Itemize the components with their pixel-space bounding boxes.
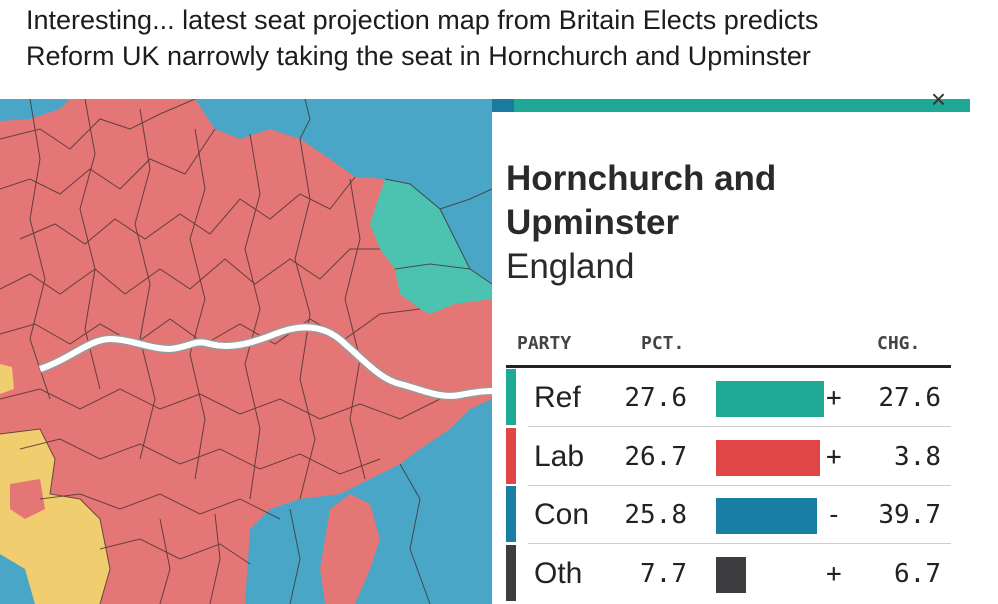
map-conservative-south — [245, 399, 492, 604]
party-chg-sign: + — [826, 383, 842, 413]
party-color-stripe — [506, 544, 516, 601]
party-pct-bar — [716, 498, 817, 534]
row-separator — [528, 543, 951, 544]
row-separator — [528, 426, 951, 427]
party-chg-sign: + — [826, 558, 842, 589]
result-row-lab: Lab 26.7 +3.8 — [506, 427, 951, 486]
party-name: Lab — [534, 439, 585, 473]
caption-line-2: Reform UK narrowly taking the seat in Ho… — [26, 41, 811, 71]
post-caption: Interesting... latest seat projection ma… — [26, 2, 986, 74]
party-chg-value: 6.7 — [894, 558, 941, 589]
map-labour-south-wedge — [320, 494, 380, 604]
party-name: Ref — [534, 381, 581, 414]
party-pct: 7.7 — [640, 558, 687, 589]
map-libdem-southwest — [0, 429, 110, 604]
seat-info-panel: × Hornchurch and Upminster England PARTY… — [492, 86, 998, 604]
result-row-ref: Ref 27.6 +27.6 — [506, 369, 951, 427]
party-color-stripe — [506, 486, 516, 542]
party-pct: 26.7 — [624, 441, 687, 472]
party-color-stripe — [506, 427, 516, 484]
london-constituency-map[interactable] — [0, 99, 492, 604]
party-pct-bar — [716, 439, 821, 476]
result-row-con: Con 25.8 - 39.7 — [506, 486, 951, 544]
close-icon[interactable]: × — [930, 84, 946, 114]
panel-top-bar: × — [492, 86, 970, 112]
seat-region: England — [506, 247, 635, 286]
caption-line-1: Interesting... latest seat projection ma… — [26, 5, 819, 35]
map-conservative-southwest — [0, 554, 35, 604]
party-color-stripe — [506, 369, 516, 425]
results-table-header: PARTY PCT. CHG. — [517, 333, 947, 359]
party-name: Oth — [534, 556, 583, 590]
party-chg-value: 39.7 — [878, 500, 941, 530]
row-separator — [528, 484, 951, 486]
map-conservative-north — [195, 99, 492, 284]
party-chg-value: 27.6 — [878, 383, 941, 413]
party-pct: 25.8 — [624, 500, 687, 530]
result-row-oth: Oth 7.7 +6.7 — [506, 544, 951, 601]
map-reform-seat-hornchurch[interactable] — [370, 179, 492, 314]
seat-projection-map[interactable] — [0, 99, 492, 604]
party-pct-bar — [716, 381, 824, 417]
seat-title: Hornchurch and Upminster — [506, 157, 946, 245]
seat-title-line-2: Upminster — [506, 203, 680, 242]
header-pct: PCT. — [641, 333, 685, 354]
party-chg-sign: + — [826, 441, 842, 472]
river-thames — [39, 324, 492, 399]
party-pct-bar — [716, 556, 747, 593]
header-chg: CHG. — [877, 333, 921, 354]
party-chg-value: 3.8 — [894, 441, 941, 472]
header-rule — [506, 365, 951, 368]
party-name: Con — [534, 498, 590, 531]
map-boundaries — [0, 99, 492, 604]
map-libdem-west — [0, 364, 14, 394]
panel-top-tab — [492, 99, 514, 112]
map-labour-enclave — [10, 479, 45, 519]
header-party: PARTY — [517, 333, 572, 354]
seat-title-line-1: Hornchurch and — [506, 159, 777, 198]
party-chg-sign: - — [826, 500, 842, 530]
map-conservative-northwest — [0, 99, 70, 121]
party-pct: 27.6 — [624, 383, 687, 413]
